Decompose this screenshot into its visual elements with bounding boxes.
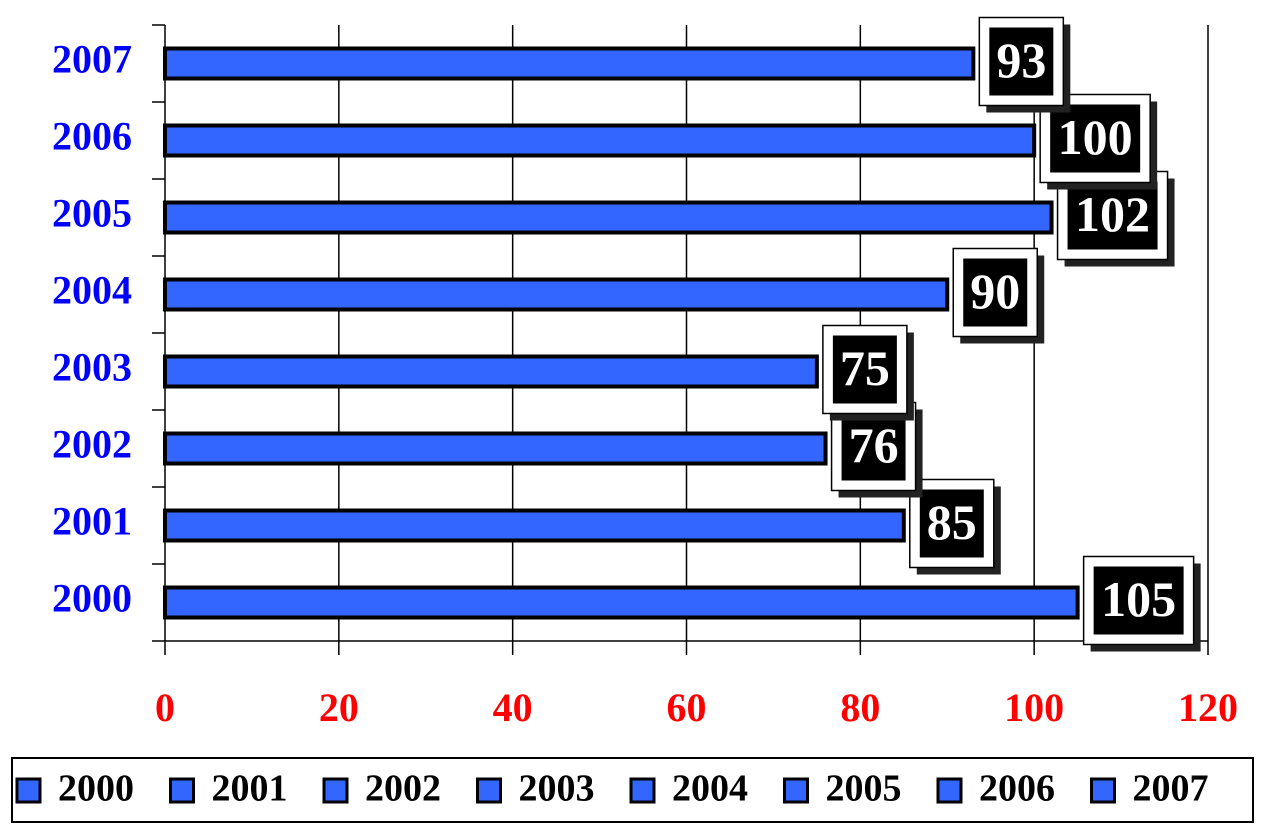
legend-swatch <box>15 777 42 804</box>
bar <box>163 508 906 543</box>
legend-label: 2003 <box>519 768 595 810</box>
x-tick-label: 80 <box>840 685 880 730</box>
legend-swatch <box>476 777 502 804</box>
legend-label: 2002 <box>365 768 441 810</box>
label-box <box>919 489 984 558</box>
value-label: 102 <box>1075 186 1150 242</box>
bar <box>163 585 1080 620</box>
legend-label: 2000 <box>58 768 134 810</box>
value-label: 105 <box>1101 571 1176 627</box>
y-tick-label: 2000 <box>52 576 132 621</box>
value-label: 75 <box>840 340 890 396</box>
x-tick-label: 120 <box>1178 685 1238 730</box>
label-box <box>963 258 1028 327</box>
value-label: 76 <box>849 417 899 473</box>
bar <box>163 354 819 389</box>
y-tick-label: 2001 <box>52 499 132 544</box>
y-tick-label: 2004 <box>52 268 132 313</box>
legend-label: 2001 <box>212 768 288 810</box>
legend-swatch <box>169 777 195 804</box>
label-box <box>1067 181 1158 250</box>
legend-label: 2006 <box>979 768 1055 810</box>
bar <box>163 123 1037 158</box>
bar <box>163 200 1054 235</box>
legend-swatch <box>629 777 656 804</box>
bar <box>163 46 976 81</box>
x-tick-label: 0 <box>155 685 175 730</box>
value-label: 85 <box>927 494 977 550</box>
legend-label: 2007 <box>1133 768 1209 810</box>
y-tick-label: 2006 <box>52 114 132 159</box>
x-tick-label: 40 <box>493 685 533 730</box>
y-tick-label: 2003 <box>52 345 132 390</box>
x-tick-label: 20 <box>319 685 359 730</box>
x-tick-label: 60 <box>667 685 707 730</box>
y-tick-label: 2007 <box>52 37 132 82</box>
x-tick-label: 100 <box>1004 685 1064 730</box>
bar <box>163 277 950 312</box>
legend-label: 2005 <box>826 768 902 810</box>
value-label: 100 <box>1058 109 1133 165</box>
value-label: 90 <box>970 263 1020 319</box>
bar <box>163 431 828 466</box>
y-tick-label: 2002 <box>52 422 132 467</box>
label-box <box>832 335 897 404</box>
label-box <box>1050 104 1141 173</box>
y-tick-label: 2005 <box>52 191 132 236</box>
legend-swatch <box>1090 777 1116 804</box>
legend-swatch <box>936 777 963 804</box>
label-box <box>841 412 906 481</box>
legend-swatch <box>322 777 349 804</box>
legend-swatch <box>783 777 809 804</box>
value-label: 93 <box>996 32 1046 88</box>
label-box <box>1093 566 1184 635</box>
label-box <box>989 27 1054 96</box>
legend-label: 2004 <box>672 768 748 810</box>
